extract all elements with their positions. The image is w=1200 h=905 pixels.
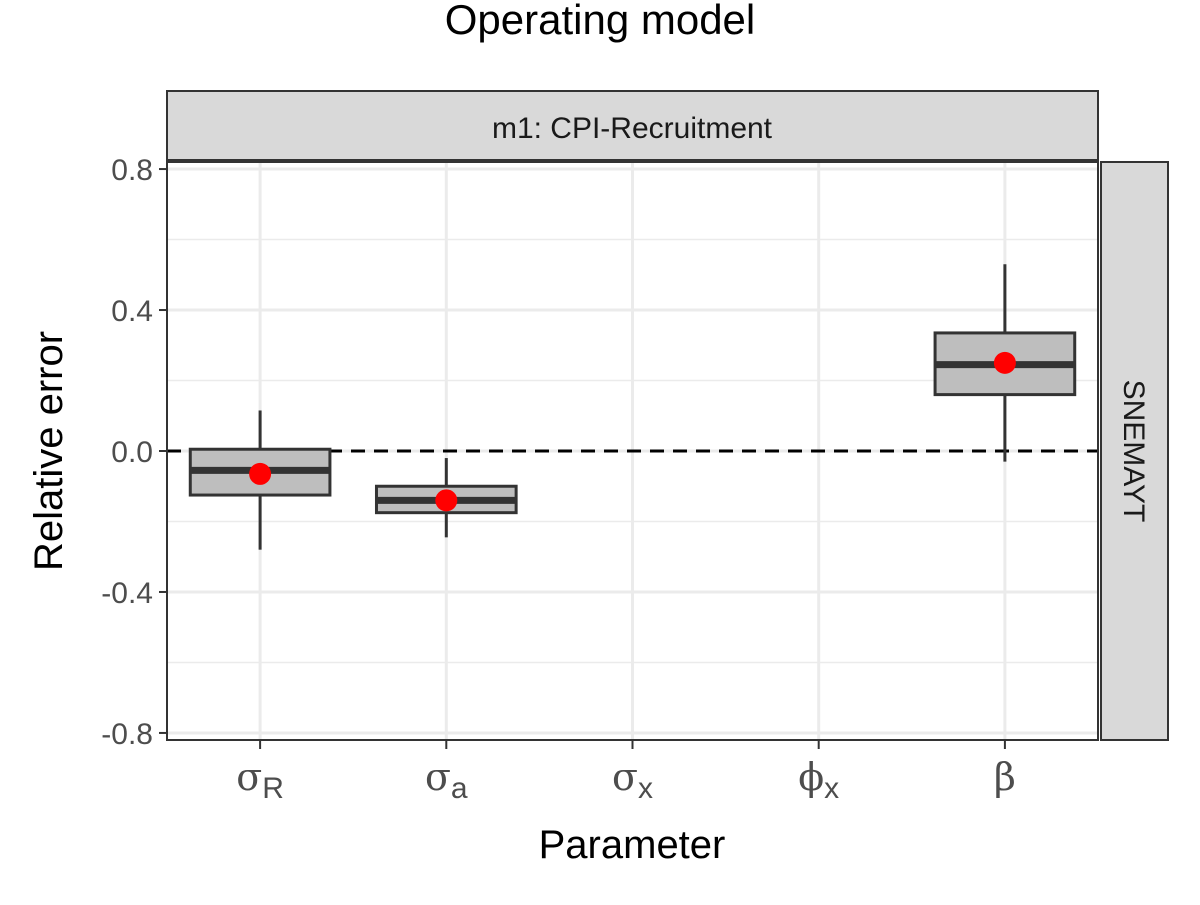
box-1 (374, 458, 518, 538)
facet-strip-top-bg (166, 90, 1099, 161)
facet-strip-right-label: SNEMAYT (1117, 380, 1150, 523)
plot-panel (166, 161, 1099, 741)
x-tick-label: σR (236, 755, 284, 805)
mean-point (993, 351, 1016, 374)
mean-point (249, 462, 272, 485)
x-axis-title: Parameter (539, 823, 726, 867)
box-4 (933, 264, 1077, 462)
y-axis: 0.8 0.4 0.0 -0.4 -0.8 (101, 154, 167, 751)
box-series (188, 264, 1077, 550)
x-tick-label: σa (425, 755, 468, 805)
y-tick-label: 0.0 (111, 436, 153, 469)
y-tick-label: 0.8 (111, 154, 153, 187)
y-tick-label: -0.4 (101, 577, 153, 610)
y-tick-label: 0.4 (111, 295, 153, 328)
chart-title: Operating model (445, 0, 756, 43)
x-tick-label: ϕx (798, 755, 839, 805)
x-tick-label: β (994, 755, 1016, 799)
facet-strip-right: SNEMAYT (1100, 161, 1169, 741)
facet-strip-right-bg (1100, 161, 1169, 741)
x-axis: σR σa σx ϕx β (236, 740, 1016, 805)
facet-strip-top: m1: CPI-Recruitment (166, 90, 1099, 161)
x-tick-label: σx (612, 755, 653, 805)
y-axis-title: Relative error (27, 331, 71, 571)
mean-point (435, 489, 458, 512)
facet-strip-top-label: m1: CPI-Recruitment (492, 112, 773, 145)
y-tick-label: -0.8 (101, 718, 153, 751)
box-0 (188, 410, 332, 550)
